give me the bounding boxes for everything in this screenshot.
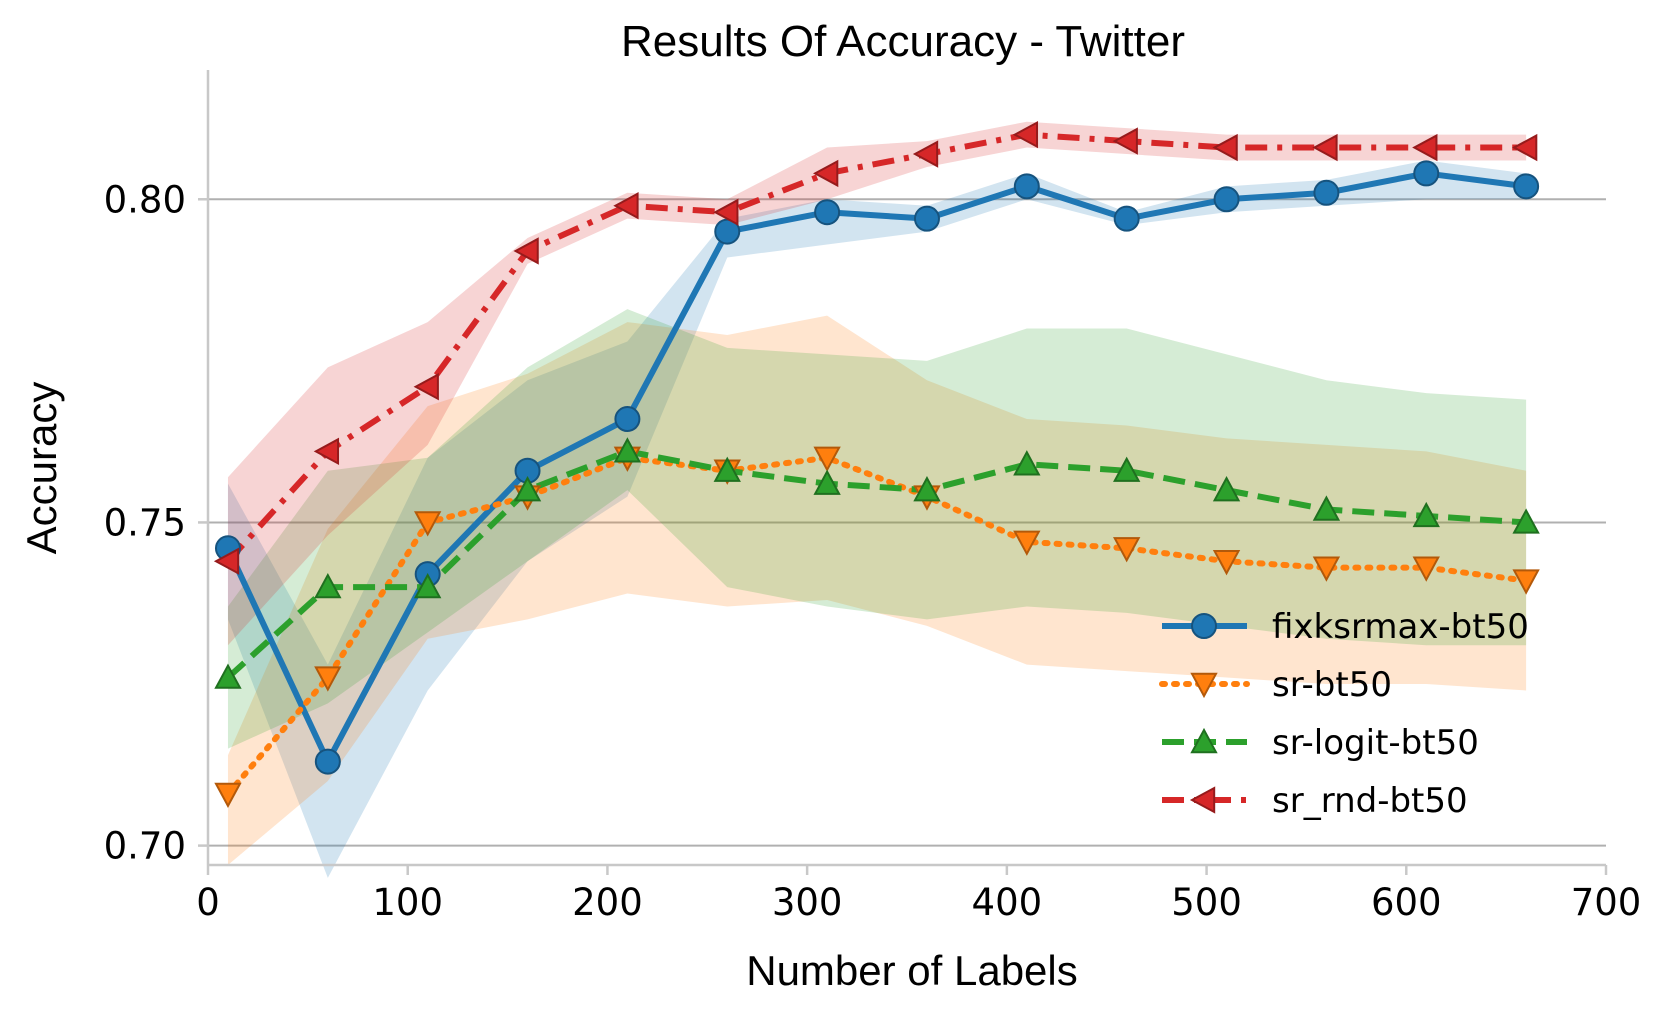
- point-sr-bt50-10: [1212, 550, 1241, 576]
- y-axis-label: Accuracy: [18, 382, 65, 555]
- point-sr-logit-bt50-13: [1512, 508, 1540, 534]
- point-sr-logit-bt50-0: [214, 663, 242, 689]
- legend-entry-0: fixksrmax-bt50: [1162, 607, 1529, 647]
- legend-entry-2: sr-logit-bt50: [1162, 723, 1479, 763]
- x-tick-label-4: 400: [972, 881, 1043, 924]
- y-tick-label-1: 0.75: [104, 501, 186, 544]
- point-fixksrmax-bt50-10: [1213, 186, 1240, 213]
- legend-marker-2: [1190, 727, 1218, 754]
- point-sr-bt50-8: [1013, 530, 1041, 556]
- point-sr-logit-bt50-4: [613, 437, 642, 463]
- point-sr-logit-bt50-11: [1312, 495, 1341, 521]
- legend-label-3: sr_rnd-bt50: [1272, 781, 1468, 821]
- point-sr-bt50-6: [813, 446, 841, 472]
- point-sr_rnd-bt50-2: [413, 373, 439, 401]
- line-sr-bt50: [224, 454, 1530, 797]
- series-markers: [213, 120, 1540, 809]
- point-sr-bt50-9: [1113, 537, 1141, 563]
- x-tick-label-2: 200: [572, 881, 643, 924]
- axes: [198, 70, 1608, 875]
- line-sr-logit-bt50: [225, 448, 1527, 680]
- x-tick-label-0: 0: [196, 881, 220, 924]
- x-tick-label-1: 100: [372, 881, 443, 924]
- legend-label-2: sr-logit-bt50: [1272, 723, 1479, 763]
- point-sr_rnd-bt50-8: [1012, 120, 1039, 149]
- point-sr-logit-bt50-7: [913, 476, 941, 502]
- legend-label-1: sr-bt50: [1272, 665, 1392, 705]
- point-sr_rnd-bt50-3: [513, 237, 539, 265]
- point-sr-bt50-1: [314, 666, 342, 692]
- point-fixksrmax-bt50-4: [614, 406, 641, 433]
- band-sr-logit-bt50: [227, 309, 1527, 749]
- point-sr-bt50-2: [414, 511, 442, 537]
- point-sr_rnd-bt50-11: [1312, 133, 1338, 162]
- point-fixksrmax-bt50-11: [1313, 179, 1340, 206]
- point-sr_rnd-bt50-6: [813, 159, 839, 188]
- point-sr_rnd-bt50-7: [912, 140, 939, 168]
- tick-labels: 0 100 200 300 400 500 600 700 0.70 0.75 0.80: [104, 178, 1642, 924]
- confidence-bands: [227, 121, 1527, 878]
- legend-marker-1: [1190, 672, 1218, 699]
- point-fixksrmax-bt50-7: [913, 205, 940, 232]
- point-sr-logit-bt50-5: [713, 456, 741, 482]
- point-sr-logit-bt50-8: [1013, 450, 1041, 476]
- legend-entry-1: sr-bt50: [1159, 665, 1392, 705]
- point-sr-logit-bt50-12: [1412, 501, 1440, 528]
- x-axis-label: Number of Labels: [746, 947, 1078, 994]
- x-tick-label-7: 700: [1571, 881, 1642, 924]
- legend-label-0: fixksrmax-bt50: [1272, 607, 1529, 647]
- point-sr-logit-bt50-2: [414, 572, 442, 599]
- point-sr-bt50-12: [1412, 556, 1440, 582]
- band-sr-bt50: [227, 315, 1527, 865]
- legend-entry-3: sr_rnd-bt50: [1162, 781, 1468, 821]
- point-sr_rnd-bt50-4: [613, 192, 639, 220]
- point-fixksrmax-bt50-8: [1013, 173, 1040, 200]
- point-sr_rnd-bt50-13: [1512, 133, 1538, 162]
- point-sr-bt50-0: [214, 782, 242, 809]
- point-sr_rnd-bt50-9: [1112, 127, 1138, 155]
- point-sr-bt50-11: [1312, 556, 1341, 582]
- y-tick-label-2: 0.80: [104, 178, 186, 221]
- band-sr_rnd-bt50: [227, 121, 1527, 646]
- point-fixksrmax-bt50-13: [1513, 173, 1540, 200]
- series-lines: [224, 131, 1530, 797]
- x-tick-label-5: 500: [1171, 881, 1242, 924]
- line-fixksrmax-bt50: [225, 170, 1527, 765]
- y-tick-label-0: 0.70: [104, 825, 186, 868]
- point-sr_rnd-bt50-1: [313, 437, 340, 466]
- legend: fixksrmax-bt50 sr-bt50 sr-logit-bt50 sr_rnd…: [1159, 607, 1529, 821]
- grid-lines: [208, 198, 1606, 847]
- point-sr-logit-bt50-10: [1212, 476, 1241, 502]
- line-sr_rnd-bt50: [225, 131, 1527, 564]
- point-fixksrmax-bt50-6: [814, 199, 841, 226]
- x-tick-label-3: 300: [772, 881, 843, 924]
- point-sr_rnd-bt50-12: [1412, 133, 1438, 162]
- point-sr-logit-bt50-9: [1113, 456, 1141, 482]
- point-fixksrmax-bt50-12: [1413, 160, 1440, 187]
- x-tick-label-6: 600: [1371, 881, 1442, 924]
- point-sr-logit-bt50-6: [813, 469, 841, 495]
- legend-marker-0: [1191, 613, 1217, 639]
- point-sr-logit-bt50-1: [314, 572, 342, 599]
- point-sr-bt50-13: [1512, 569, 1540, 595]
- chart-title: Results Of Accuracy - Twitter: [621, 17, 1185, 66]
- point-sr_rnd-bt50-10: [1212, 133, 1238, 162]
- point-sr-logit-bt50-3: [513, 476, 542, 502]
- legend-marker-3: [1189, 786, 1216, 814]
- band-fixksrmax-bt50: [227, 160, 1527, 878]
- point-fixksrmax-bt50-9: [1113, 205, 1140, 232]
- point-fixksrmax-bt50-1: [314, 748, 341, 775]
- point-sr_rnd-bt50-5: [713, 198, 739, 226]
- point-sr_rnd-bt50-0: [213, 547, 240, 575]
